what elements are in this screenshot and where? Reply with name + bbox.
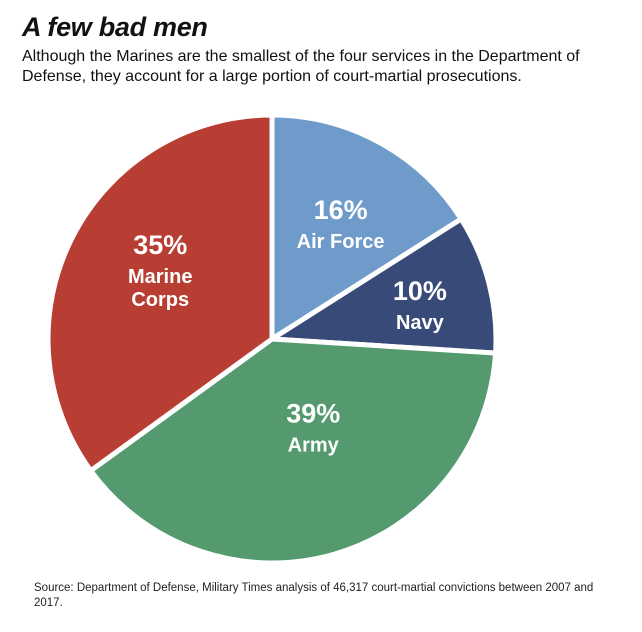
slice-label-navy: Navy bbox=[396, 312, 445, 334]
slice-label-army: Army bbox=[288, 435, 340, 457]
slice-label-air-force: Air Force bbox=[297, 231, 385, 253]
slice-label-marine-corps-1: Marine bbox=[128, 266, 192, 288]
pie-slice-army bbox=[88, 336, 499, 566]
pie-slice-navy bbox=[269, 216, 499, 356]
slice-percent-navy: 10% bbox=[393, 276, 447, 306]
slice-percent-army: 39% bbox=[286, 399, 340, 429]
slice-percent-marine-corps: 35% bbox=[133, 230, 187, 260]
slice-label-marine-corps-2: Corps bbox=[131, 289, 189, 311]
pie-slice-marine-corps bbox=[45, 112, 275, 474]
pie-slice-air-force bbox=[269, 112, 464, 342]
source-note: Source: Department of Defense, Military … bbox=[34, 582, 594, 609]
chart-title: A few bad men bbox=[22, 12, 208, 42]
chart-subtitle: Although the Marines are the smallest of… bbox=[22, 48, 580, 85]
slice-percent-air-force: 16% bbox=[314, 195, 368, 225]
